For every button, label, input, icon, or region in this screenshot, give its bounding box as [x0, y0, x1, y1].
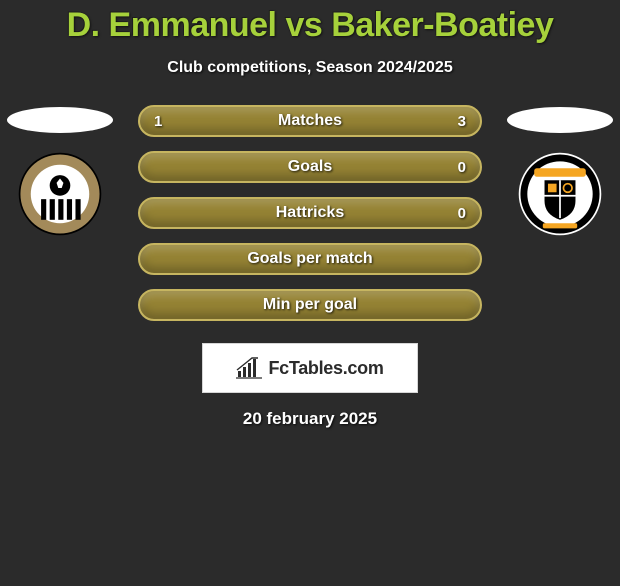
stat-right-value: 0: [458, 199, 466, 227]
stat-left-value: 1: [154, 107, 162, 135]
stat-bar-goals: Goals 0: [138, 151, 482, 183]
stat-label: Hattricks: [276, 204, 344, 222]
stat-label: Goals per match: [247, 250, 372, 268]
stat-label: Goals: [288, 158, 332, 176]
branding-box[interactable]: FcTables.com: [202, 343, 418, 393]
left-team-column: [0, 105, 120, 237]
right-team-crest: [510, 151, 610, 237]
bar-chart-icon: [236, 357, 262, 379]
footer-date: 20 february 2025: [0, 409, 620, 429]
branding-text: FcTables.com: [268, 358, 383, 379]
stat-label: Matches: [278, 112, 342, 130]
right-player-silhouette: [507, 107, 613, 133]
stat-bar-matches: 1 Matches 3: [138, 105, 482, 137]
left-player-silhouette: [7, 107, 113, 133]
subtitle: Club competitions, Season 2024/2025: [0, 59, 620, 77]
stat-label: Min per goal: [263, 296, 357, 314]
stat-bar-goals-per-match: Goals per match: [138, 243, 482, 275]
right-team-column: [500, 105, 620, 237]
stat-right-value: 0: [458, 153, 466, 181]
page-title: D. Emmanuel vs Baker-Boatiey: [0, 6, 620, 45]
comparison-panel: 1 Matches 3 Goals 0 Hattricks 0 Goals pe…: [0, 105, 620, 429]
stat-bar-hattricks: Hattricks 0: [138, 197, 482, 229]
stat-bar-min-per-goal: Min per goal: [138, 289, 482, 321]
stat-bars: 1 Matches 3 Goals 0 Hattricks 0 Goals pe…: [138, 105, 482, 321]
stat-right-value: 3: [458, 107, 466, 135]
left-team-crest: [10, 151, 110, 237]
